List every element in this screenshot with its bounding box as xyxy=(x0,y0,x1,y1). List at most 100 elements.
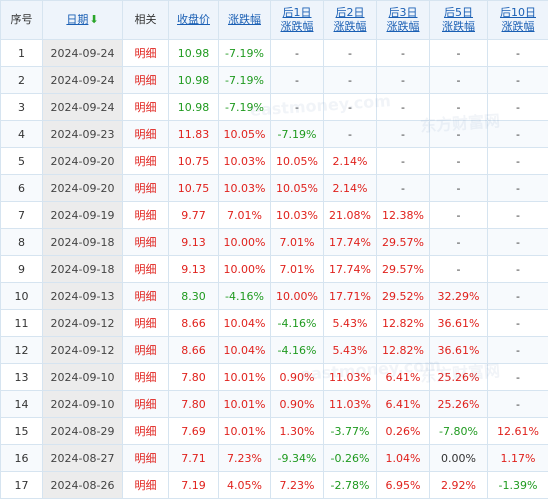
col-after-1d-header[interactable]: 后1日 涨跌幅 xyxy=(270,0,324,40)
after-1d-change-cell: 10.05% xyxy=(270,147,324,175)
change-pct-cell: 10.04% xyxy=(218,309,271,337)
detail-link[interactable]: 明细 xyxy=(122,174,169,202)
detail-link[interactable]: 明细 xyxy=(122,147,169,175)
detail-link[interactable]: 明细 xyxy=(122,93,169,121)
col-related-header: 相关 xyxy=(122,0,169,40)
after-3d-change-cell: - xyxy=(376,174,430,202)
close-price-cell: 10.75 xyxy=(168,147,219,175)
after-1d-change-cell: 10.00% xyxy=(270,282,324,310)
col-close-label[interactable]: 收盘价 xyxy=(177,13,210,26)
col-after-10d-label[interactable]: 后10日 xyxy=(500,6,536,19)
table-row: 11 2024-09-12 明细 8.66 10.04% -4.16% 5.43% 12.82… xyxy=(0,309,548,337)
detail-link[interactable]: 明细 xyxy=(122,309,169,337)
table-row: 15 2024-08-29 明细 7.69 10.01% 1.30% -3.77% 0.26%… xyxy=(0,417,548,445)
detail-link[interactable]: 明细 xyxy=(122,417,169,445)
col-related-label: 相关 xyxy=(134,13,157,26)
after-5d-change-cell: 32.29% xyxy=(429,282,488,310)
detail-link[interactable]: 明细 xyxy=(122,444,169,472)
close-price-cell: 8.66 xyxy=(168,309,219,337)
after-3d-change-cell: - xyxy=(376,120,430,148)
detail-link[interactable]: 明细 xyxy=(122,282,169,310)
col-index-header: 序号 xyxy=(0,0,43,40)
col-after-3d-label-line2[interactable]: 涨跌幅 xyxy=(386,20,420,33)
detail-link[interactable]: 明细 xyxy=(122,336,169,364)
col-after-2d-label[interactable]: 后2日 xyxy=(335,6,365,19)
table-row: 3 2024-09-24 明细 10.98 -7.19% - - - - - xyxy=(0,93,548,121)
table-row: 2 2024-09-24 明细 10.98 -7.19% - - - - - xyxy=(0,66,548,94)
col-index-label: 序号 xyxy=(10,13,33,26)
change-pct-cell: 7.01% xyxy=(218,201,271,229)
row-index-cell: 15 xyxy=(0,417,43,445)
col-after-2d-header[interactable]: 后2日 涨跌幅 xyxy=(323,0,377,40)
change-pct-cell: 10.01% xyxy=(218,417,271,445)
close-price-cell: 11.83 xyxy=(168,120,219,148)
after-3d-change-cell: 29.57% xyxy=(376,228,430,256)
after-3d-change-cell: - xyxy=(376,93,430,121)
col-after-2d-label-line2[interactable]: 涨跌幅 xyxy=(333,20,367,33)
col-after-3d-header[interactable]: 后3日 涨跌幅 xyxy=(376,0,430,40)
detail-link[interactable]: 明细 xyxy=(122,390,169,418)
row-index-cell: 12 xyxy=(0,336,43,364)
detail-link[interactable]: 明细 xyxy=(122,228,169,256)
detail-link[interactable]: 明细 xyxy=(122,39,169,67)
after-5d-change-cell: - xyxy=(429,255,488,283)
after-2d-change-cell: 17.74% xyxy=(323,255,377,283)
after-2d-change-cell: 11.03% xyxy=(323,363,377,391)
after-1d-change-cell: 10.03% xyxy=(270,201,324,229)
after-1d-change-cell: - xyxy=(270,93,324,121)
detail-link[interactable]: 明细 xyxy=(122,363,169,391)
row-index-cell: 7 xyxy=(0,201,43,229)
col-change-header[interactable]: 涨跌幅 xyxy=(218,0,271,40)
row-date-cell: 2024-08-29 xyxy=(42,417,123,445)
after-1d-change-cell: - xyxy=(270,66,324,94)
change-pct-cell: -7.19% xyxy=(218,93,271,121)
after-10d-change-cell: - xyxy=(487,120,548,148)
col-after-5d-label[interactable]: 后5日 xyxy=(444,6,473,19)
detail-link[interactable]: 明细 xyxy=(122,471,169,499)
col-after-3d-label[interactable]: 后3日 xyxy=(388,6,418,19)
after-5d-change-cell: 2.92% xyxy=(429,471,488,499)
change-pct-cell: -4.16% xyxy=(218,282,271,310)
col-after-10d-header[interactable]: 后10日 涨跌幅 xyxy=(487,0,548,40)
col-after-1d-label-line2[interactable]: 涨跌幅 xyxy=(280,20,314,33)
after-3d-change-cell: 12.38% xyxy=(376,201,430,229)
after-1d-change-cell: -4.16% xyxy=(270,336,324,364)
header-row: 序号 日期⬇ 相关 收盘价 涨跌幅 后1日 涨跌幅 后2日 涨跌幅 后3日 涨跌幅 后5日 涨跌幅 后10… xyxy=(0,0,548,40)
after-2d-change-cell: -2.78% xyxy=(323,471,377,499)
after-5d-change-cell: - xyxy=(429,174,488,202)
after-1d-change-cell: 7.01% xyxy=(270,255,324,283)
row-index-cell: 11 xyxy=(0,309,43,337)
row-date-cell: 2024-08-26 xyxy=(42,471,123,499)
after-3d-change-cell: 0.26% xyxy=(376,417,430,445)
after-3d-change-cell: - xyxy=(376,39,430,67)
col-date-label[interactable]: 日期 xyxy=(66,13,89,26)
detail-link[interactable]: 明细 xyxy=(122,120,169,148)
row-date-cell: 2024-09-18 xyxy=(42,228,123,256)
detail-link[interactable]: 明细 xyxy=(122,255,169,283)
row-index-cell: 5 xyxy=(0,147,43,175)
row-index-cell: 16 xyxy=(0,444,43,472)
table-row: 9 2024-09-18 明细 9.13 10.00% 7.01% 17.74% 29.57%… xyxy=(0,255,548,283)
col-after-5d-label-line2[interactable]: 涨跌幅 xyxy=(442,20,475,33)
row-date-cell: 2024-09-10 xyxy=(42,390,123,418)
after-10d-change-cell: - xyxy=(487,390,548,418)
row-index-cell: 13 xyxy=(0,363,43,391)
close-price-cell: 9.77 xyxy=(168,201,219,229)
detail-link[interactable]: 明细 xyxy=(122,66,169,94)
col-after-5d-header[interactable]: 后5日 涨跌幅 xyxy=(429,0,488,40)
sort-down-arrow-icon[interactable]: ⬇ xyxy=(89,13,99,26)
col-after-10d-label-line2[interactable]: 涨跌幅 xyxy=(501,20,535,33)
after-10d-change-cell: - xyxy=(487,147,548,175)
after-2d-change-cell: 17.71% xyxy=(323,282,377,310)
col-after-1d-label[interactable]: 后1日 xyxy=(282,6,312,19)
after-2d-change-cell: -0.26% xyxy=(323,444,377,472)
col-date-header[interactable]: 日期⬇ xyxy=(42,0,123,40)
after-10d-change-cell: - xyxy=(487,93,548,121)
col-change-label[interactable]: 涨跌幅 xyxy=(228,13,261,26)
col-close-header[interactable]: 收盘价 xyxy=(168,0,219,40)
close-price-cell: 8.66 xyxy=(168,336,219,364)
detail-link[interactable]: 明细 xyxy=(122,201,169,229)
row-date-cell: 2024-09-23 xyxy=(42,120,123,148)
after-5d-change-cell: -7.80% xyxy=(429,417,488,445)
